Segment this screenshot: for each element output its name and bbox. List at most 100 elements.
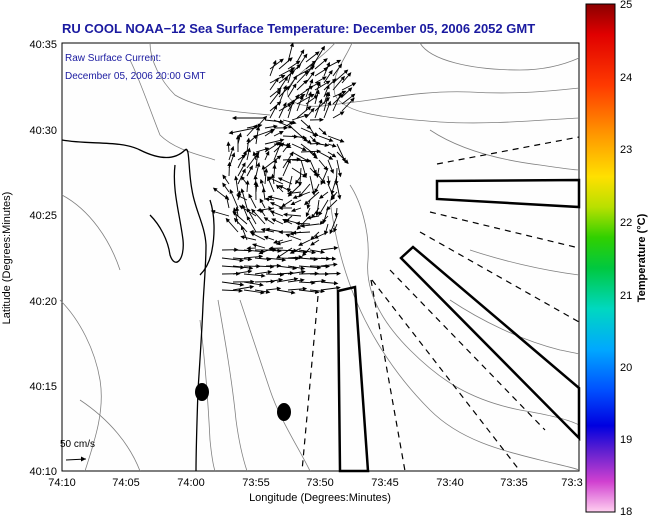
current-vector-head: [340, 75, 345, 81]
current-vector-head: [288, 57, 293, 62]
current-vector-head: [260, 290, 265, 295]
contour-line: [59, 299, 102, 472]
current-vector-head: [304, 70, 309, 76]
current-vector-head: [235, 206, 240, 212]
current-vector-head: [264, 197, 270, 202]
current-vector-head: [241, 162, 246, 168]
current-vector-head: [239, 282, 245, 287]
current-vector-head: [330, 195, 335, 201]
current-vector-head: [252, 151, 257, 157]
current-vector-head: [269, 202, 275, 206]
current-vector-head: [289, 151, 294, 157]
current-vector-head: [312, 132, 317, 138]
current-vector-head: [331, 78, 337, 83]
current-vector-head: [296, 64, 302, 69]
current-vector-head: [311, 60, 317, 65]
dashed-line: [436, 136, 580, 165]
x-tick-label: 73:55: [242, 477, 270, 489]
contour-line: [349, 184, 580, 426]
current-vector-head: [273, 158, 278, 163]
current-vector-head: [232, 207, 238, 212]
current-vector-head: [322, 130, 327, 136]
current-vector-head: [307, 91, 313, 96]
dashed-line: [419, 231, 580, 323]
current-vector-head: [248, 165, 253, 171]
current-vector-head: [255, 125, 261, 131]
current-vector-head: [278, 131, 284, 135]
current-vector-head: [337, 63, 343, 69]
current-vector-head: [300, 278, 305, 283]
current-vector-head: [271, 218, 277, 223]
current-vector-head: [259, 282, 264, 287]
current-vector-head: [344, 159, 349, 165]
current-vector-head: [305, 212, 310, 218]
sector-lines: [301, 136, 580, 472]
current-vector-head: [350, 93, 356, 99]
current-vector-head: [260, 227, 266, 233]
current-vector-head: [337, 195, 342, 200]
current-vector-head: [331, 256, 337, 261]
current-vector-head: [268, 246, 274, 251]
current-vector-head: [302, 286, 308, 291]
current-vector-head: [301, 269, 306, 275]
current-vector-head: [261, 273, 266, 278]
current-vector-head: [282, 85, 287, 90]
current-vector-head: [334, 181, 339, 186]
current-vector-head: [299, 95, 304, 100]
current-vector-head: [325, 80, 331, 85]
current-vector-head: [306, 106, 312, 111]
current-vector-head: [241, 168, 246, 174]
current-vector-head: [313, 154, 318, 159]
current-vector: [298, 265, 321, 269]
scale-arrow: [65, 456, 87, 462]
current-vector-head: [279, 138, 285, 143]
current-vector-head: [237, 132, 242, 138]
current-vector-head: [273, 104, 277, 110]
current-vector-head: [277, 141, 282, 147]
current-vector-head: [231, 152, 236, 158]
current-vector: [221, 265, 244, 269]
current-vector-head: [247, 257, 253, 262]
current-vector-head: [292, 75, 298, 81]
current-vector-head: [246, 207, 251, 213]
current-vector-head: [236, 194, 241, 199]
x-tick-label: 73:3: [561, 477, 582, 489]
current-vector-head: [295, 179, 300, 185]
current-vector-head: [310, 107, 315, 113]
disposal-site-marker: [277, 403, 291, 421]
current-vector-head: [229, 189, 234, 194]
current-vector-head: [339, 138, 345, 143]
current-vector-head: [255, 153, 260, 158]
y-axis-ticks: 40:35 40:30 40:25 40:20 40:15 40:10: [29, 39, 57, 478]
contour-line: [469, 249, 580, 276]
current-vector-head: [246, 215, 251, 221]
scale-label: 50 cm/s: [60, 439, 95, 450]
current-vector-head: [248, 193, 253, 199]
current-vector-head: [290, 67, 296, 72]
current-vector-head: [260, 249, 266, 254]
current-vector: [221, 281, 244, 286]
coast-line: [199, 199, 215, 276]
current-vector-head: [227, 161, 232, 167]
current-vector-head: [267, 270, 273, 275]
current-vector-head: [331, 153, 337, 158]
current-vector-head: [333, 262, 338, 267]
contour-line: [217, 299, 248, 472]
current-vector-head: [329, 169, 334, 174]
current-vector-head: [310, 62, 315, 68]
current-vector-head: [279, 119, 285, 124]
current-vector-head: [281, 202, 286, 208]
coast-line: [149, 164, 184, 263]
current-vector-head: [306, 158, 312, 163]
current-vector-head: [321, 76, 327, 81]
x-tick-label: 73:40: [436, 477, 464, 489]
contour-line: [61, 194, 121, 271]
current-vector-head: [295, 221, 300, 226]
current-vector-head: [298, 241, 304, 246]
x-tick-label: 73:35: [500, 477, 528, 489]
colorbar-tick-label: 18: [620, 506, 632, 518]
current-vector-head: [314, 188, 319, 194]
current-vector: [243, 249, 265, 253]
current-vector-head: [350, 97, 355, 103]
